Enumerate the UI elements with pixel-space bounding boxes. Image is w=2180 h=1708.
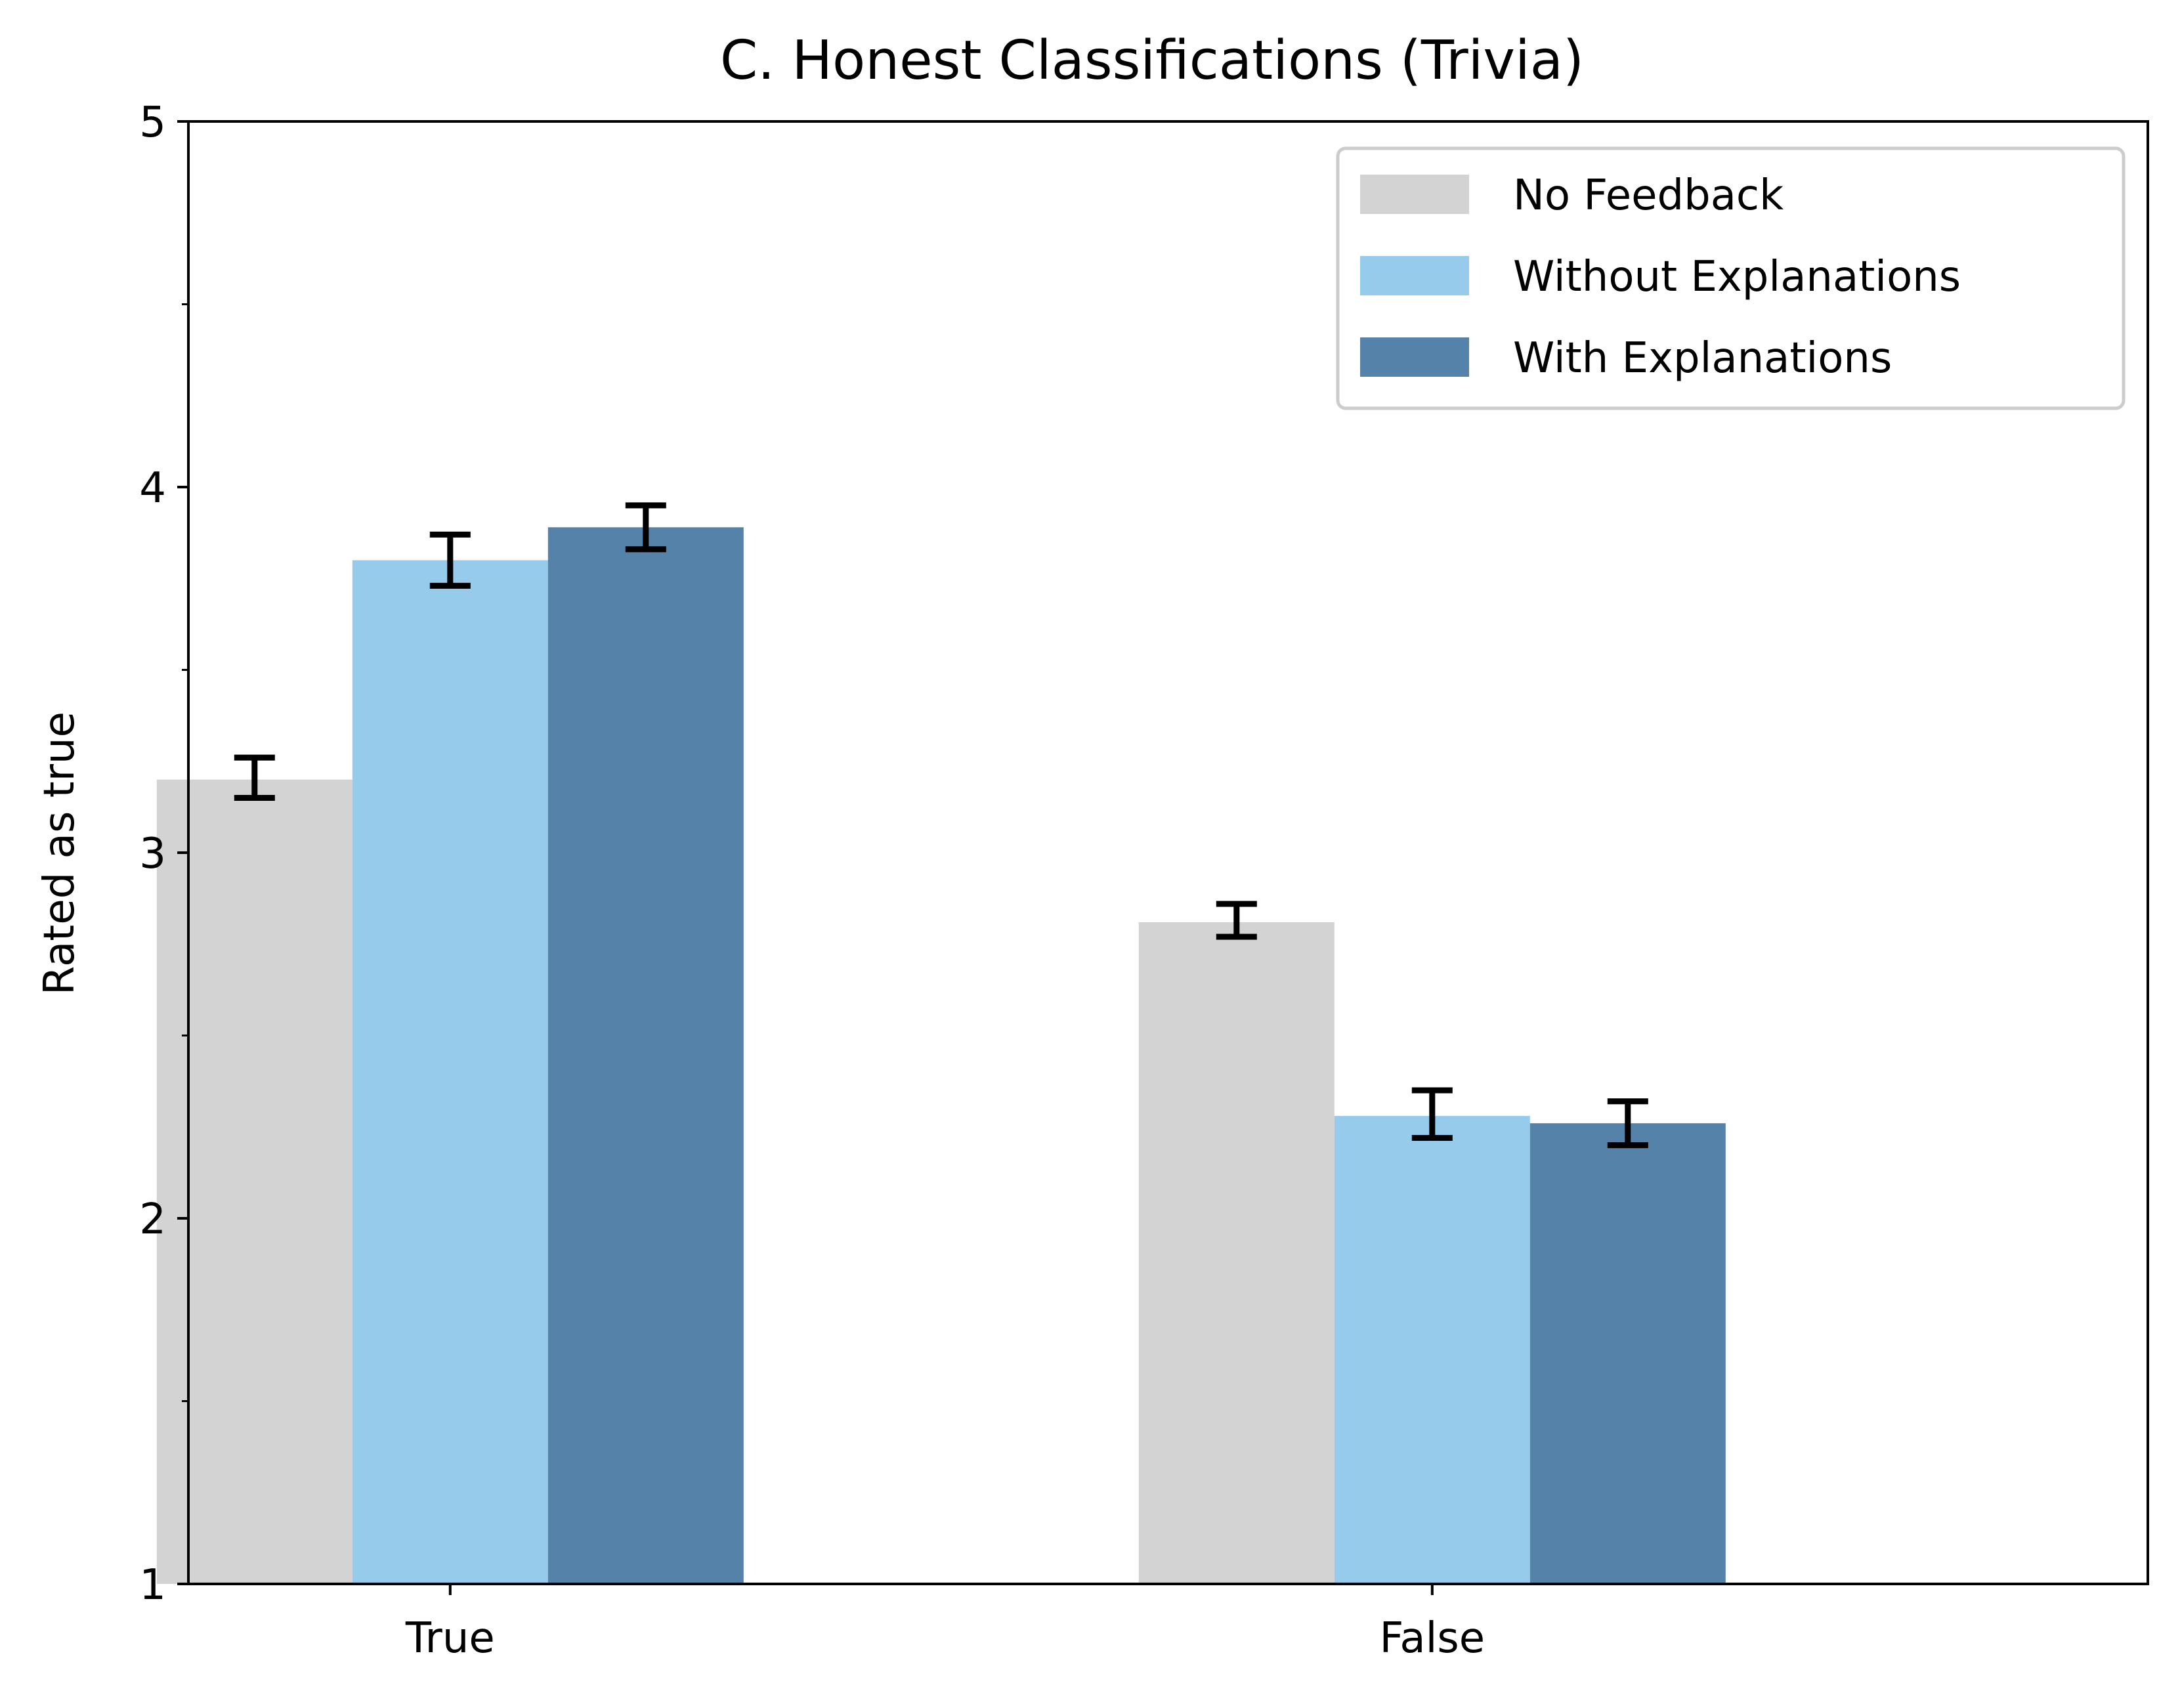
chart-title: C. Honest Classifications (Trivia): [720, 30, 1584, 92]
bar: [352, 560, 548, 1584]
bar: [1138, 922, 1335, 1584]
y-axis: 1 2 3 4 5: [139, 98, 188, 1610]
bar: [1529, 1123, 1726, 1584]
x-tick-label: True: [405, 1614, 495, 1663]
y-tick-label: 3: [139, 830, 166, 878]
legend-label: With Explanations: [1513, 334, 1892, 383]
x-axis: True False: [405, 1584, 1485, 1663]
legend-swatch: [1360, 256, 1469, 295]
legend-frame: [1336, 146, 2126, 410]
bar: [1334, 1116, 1530, 1584]
y-tick-label: 5: [139, 98, 166, 147]
plot-area: [156, 120, 2149, 1585]
y-tick-label: 2: [139, 1195, 166, 1244]
legend-swatch: [1360, 175, 1469, 214]
legend-label: Without Explanations: [1513, 253, 1961, 301]
legend-swatch: [1360, 337, 1469, 377]
legend: No Feedback Without Explanations With Expl…: [1336, 146, 2126, 410]
bar: [156, 779, 353, 1584]
y-tick-label: 4: [139, 464, 166, 513]
x-tick-label: False: [1379, 1614, 1485, 1663]
bar: [547, 527, 744, 1584]
legend-label: No Feedback: [1513, 171, 1784, 220]
y-tick-label: 1: [139, 1561, 166, 1610]
y-axis-label: Rated as true: [35, 712, 84, 995]
